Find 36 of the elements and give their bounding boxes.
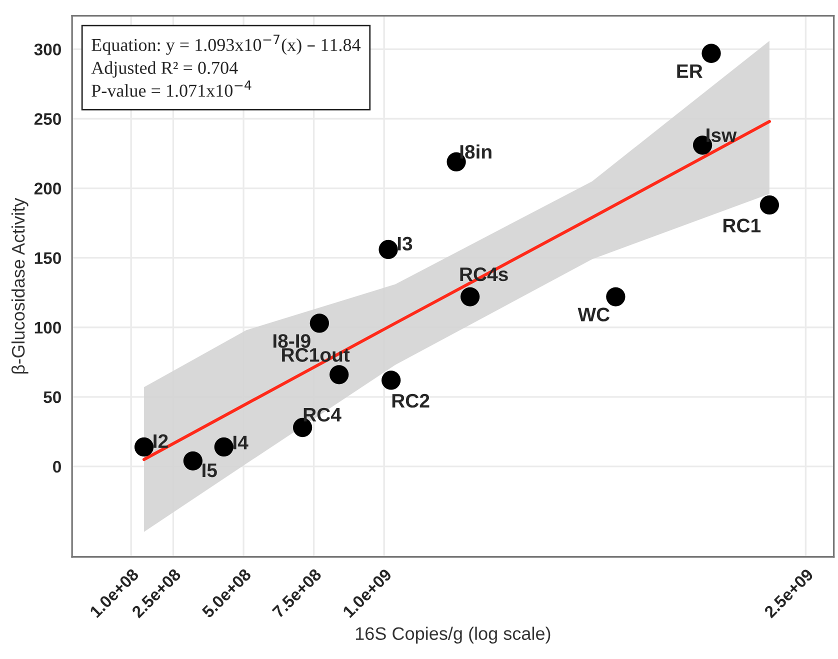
- annotation: Adjusted R² = 0.704: [91, 61, 238, 78]
- y-tick-label: 50: [44, 391, 61, 404]
- point: [606, 287, 626, 306]
- annotation: RC1: [724, 218, 761, 232]
- annotation: I2: [154, 434, 168, 448]
- point: [310, 314, 329, 333]
- point: [183, 451, 203, 470]
- annotation: WC: [578, 308, 610, 322]
- point: [702, 44, 721, 63]
- point: [760, 195, 780, 215]
- y-axis-title: β-Glucosidase Activity: [11, 198, 28, 374]
- annotation: ER: [677, 64, 703, 78]
- x-axis-title: 16S Copies/g (log scale): [356, 626, 550, 644]
- y-tick-label: 0: [53, 460, 61, 473]
- annotation: I4: [233, 436, 248, 450]
- annotation: Isw: [706, 128, 737, 142]
- annotation: I8in: [460, 144, 492, 159]
- point: [460, 287, 480, 306]
- annotation: I3: [398, 236, 412, 251]
- annotation: Equation: y = 1.093x10$^{−7}$(x) – 11.84: [92, 34, 361, 55]
- annotation: RC2: [392, 394, 430, 408]
- line-series: [142, 120, 771, 462]
- annotation: I5: [202, 464, 217, 478]
- y-tick-label: 300: [34, 44, 61, 56]
- point: [382, 370, 401, 390]
- point: [378, 240, 398, 260]
- point: [330, 365, 349, 384]
- point: [134, 437, 154, 457]
- y-tick-label: 150: [34, 252, 61, 264]
- annotation: I8-I9: [273, 334, 310, 348]
- y-tick-label: 100: [34, 322, 61, 334]
- y-tick-label: 200: [34, 182, 61, 194]
- point: [214, 437, 234, 457]
- y-tick-label: 250: [34, 113, 61, 125]
- annotation: RC4: [304, 408, 342, 422]
- annotation: P-value = 1.071x10$^{−4}$: [92, 80, 252, 97]
